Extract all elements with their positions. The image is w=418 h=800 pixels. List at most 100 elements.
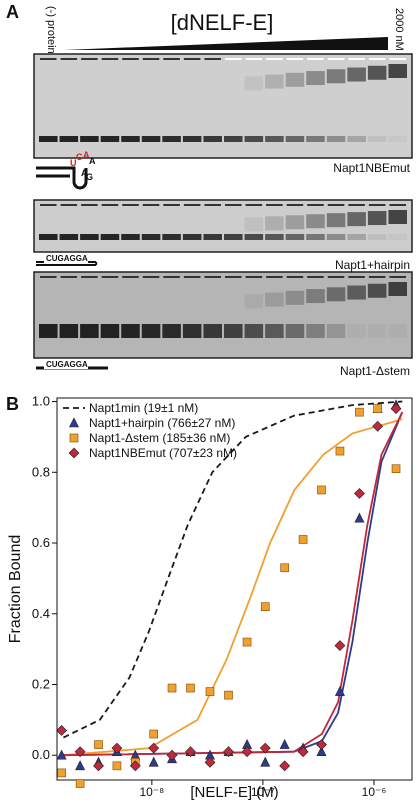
gel-well — [142, 204, 160, 206]
data-point — [204, 756, 216, 768]
data-point — [259, 742, 271, 754]
gel-band — [121, 324, 140, 338]
y-axis-label: Fraction Bound — [7, 535, 24, 644]
gel-band — [347, 285, 366, 300]
gel-band — [347, 324, 366, 338]
gel-well — [266, 204, 283, 206]
data-point — [148, 742, 160, 754]
data-point — [354, 512, 365, 523]
gel-well — [245, 276, 263, 278]
gel-well — [101, 276, 119, 278]
right-label: 2000 nM — [393, 8, 405, 51]
data-point — [260, 602, 270, 611]
gel-band — [347, 212, 366, 227]
gel-band — [306, 234, 325, 240]
gel-band — [347, 136, 366, 142]
gel-name: Napt1+hairpin — [335, 258, 410, 272]
gel-well — [327, 58, 345, 60]
gel-band — [347, 234, 366, 240]
y-tick-label: 0.6 — [32, 535, 50, 550]
gel-band — [388, 234, 407, 240]
gel-well — [142, 58, 160, 60]
gel-band — [265, 74, 284, 89]
y-tick-label: 0.0 — [32, 747, 50, 762]
gel-well — [122, 58, 139, 60]
gel-band — [347, 67, 366, 82]
legend-marker — [69, 433, 79, 443]
y-tick-label: 0.2 — [32, 677, 50, 692]
legend-label: Napt1-Δstem (185±36 nM) — [89, 431, 230, 445]
gel-band — [100, 234, 120, 240]
gel-well — [101, 58, 119, 60]
left-label: (-) protein — [45, 6, 57, 54]
gel-well — [245, 58, 263, 60]
gel-band — [141, 324, 161, 338]
gel-well — [225, 58, 242, 60]
gel-band — [265, 324, 284, 338]
legend-marker — [69, 417, 79, 428]
gel-band — [244, 324, 264, 338]
gel-band — [39, 136, 58, 142]
data-point — [279, 760, 291, 772]
gel-band — [100, 324, 120, 338]
gel-band — [388, 282, 407, 296]
x-axis-label: [NELF-E] (M) — [190, 784, 278, 800]
gel-band — [306, 324, 325, 338]
data-point — [297, 746, 309, 758]
gel-well — [60, 58, 78, 60]
gel-well — [368, 58, 386, 60]
gel-band — [285, 72, 305, 87]
gel-well — [101, 204, 119, 206]
gel-well — [163, 276, 180, 278]
gel-well — [163, 58, 180, 60]
data-point — [185, 746, 196, 758]
gel-well — [389, 58, 406, 60]
loop-base: U — [70, 158, 77, 168]
gel-well — [225, 276, 242, 278]
gel-well — [348, 58, 365, 60]
gel-well — [60, 204, 78, 206]
gel-well — [245, 204, 263, 206]
data-point — [94, 740, 103, 749]
gel-well — [307, 204, 324, 206]
gel-band — [244, 136, 264, 142]
gel-well — [368, 204, 386, 206]
gel-well — [81, 204, 98, 206]
fit-curve — [63, 400, 403, 739]
gel-well — [40, 204, 57, 206]
gel-band — [326, 324, 346, 338]
gel-well — [183, 204, 201, 206]
gel-band — [141, 234, 161, 240]
gel-well — [142, 276, 160, 278]
gel-band — [121, 234, 140, 240]
gel-well — [327, 276, 345, 278]
gel-band — [306, 214, 325, 229]
gel-band — [100, 136, 120, 142]
data-point — [129, 760, 141, 772]
gel-well — [40, 276, 57, 278]
loop-base: C — [76, 152, 83, 162]
hairpin-strand — [36, 166, 88, 190]
gel-well — [122, 276, 139, 278]
gel-band — [306, 289, 325, 304]
gel-band — [59, 234, 79, 240]
gel-band — [59, 136, 79, 142]
gel-name: Napt1NBEmut — [333, 161, 410, 175]
data-point — [75, 760, 86, 771]
gel-band — [182, 136, 202, 142]
gel-well — [348, 276, 365, 278]
data-point — [56, 725, 68, 736]
gel-band — [285, 215, 305, 230]
gel-band — [265, 234, 284, 240]
legend-label: Napt1min (19±1 nM) — [89, 401, 198, 415]
data-point — [57, 768, 66, 778]
gel-band — [162, 324, 181, 338]
gel-band — [306, 71, 325, 86]
gel-band — [203, 234, 222, 240]
gel-band — [326, 213, 346, 228]
y-tick-label: 1.0 — [32, 394, 50, 409]
gel-band — [224, 136, 243, 142]
data-point — [93, 760, 104, 772]
loop-base: A — [81, 168, 88, 178]
data-point — [279, 738, 290, 749]
